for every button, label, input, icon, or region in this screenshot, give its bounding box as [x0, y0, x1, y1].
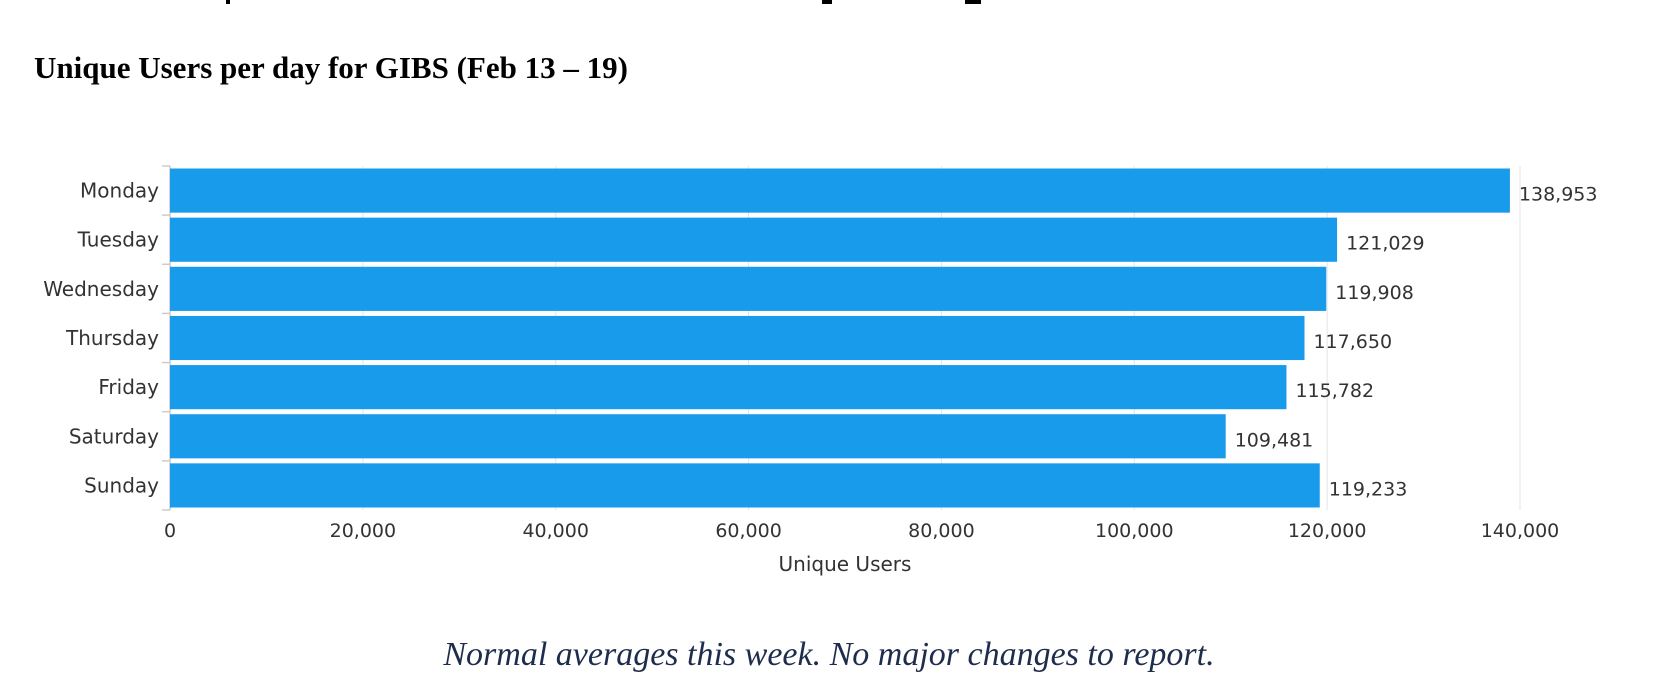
x-axis-title: Unique Users	[779, 552, 912, 576]
axes	[162, 165, 171, 511]
x-tick-label: 0	[164, 520, 176, 542]
x-tick-label: 100,000	[1095, 520, 1174, 542]
x-tick-label: 20,000	[330, 520, 396, 542]
bar-friday	[170, 365, 1287, 410]
bar-monday	[170, 168, 1510, 213]
bar-tuesday	[170, 217, 1338, 262]
bar-value-label: 117,650	[1313, 331, 1392, 353]
bar-value-label: 119,908	[1335, 282, 1414, 304]
bar-value-label: 109,481	[1235, 429, 1314, 451]
cropped-heading-fragment	[0, 0, 1658, 10]
labels: 0 20,000 40,000 60,000 80,000 100,000 120,000 1…	[43, 179, 1597, 542]
bar-sunday	[170, 463, 1320, 508]
x-tick-label: 80,000	[908, 520, 974, 542]
y-tick-label: Thursday	[65, 326, 159, 350]
bar-value-label: 115,782	[1295, 380, 1374, 402]
y-tick-label: Sunday	[84, 473, 159, 497]
bar-wednesday	[170, 266, 1327, 311]
bar-value-label: 119,233	[1329, 478, 1408, 500]
bar-saturday	[170, 414, 1226, 459]
y-tick-label: Monday	[80, 179, 159, 203]
x-tick-label: 120,000	[1288, 520, 1367, 542]
x-tick-label: 60,000	[715, 520, 781, 542]
bars	[170, 168, 1510, 508]
footer-note: Normal averages this week. No major chan…	[443, 636, 1215, 673]
bar-thursday	[170, 315, 1305, 361]
x-tick-label: 40,000	[522, 520, 588, 542]
y-tick-label: Wednesday	[43, 277, 159, 301]
bar-chart: 0 20,000 40,000 60,000 80,000 100,000 120,000 1…	[43, 165, 1597, 576]
page-title: Unique Users per day for GIBS (Feb 13 – …	[34, 50, 628, 85]
x-tick-label: 140,000	[1481, 520, 1560, 542]
y-tick-label: Friday	[98, 375, 159, 399]
y-tick-label: Tuesday	[77, 228, 160, 252]
bar-value-label: 121,029	[1346, 233, 1425, 255]
bar-value-label: 138,953	[1519, 184, 1598, 206]
y-tick-label: Saturday	[69, 424, 159, 448]
